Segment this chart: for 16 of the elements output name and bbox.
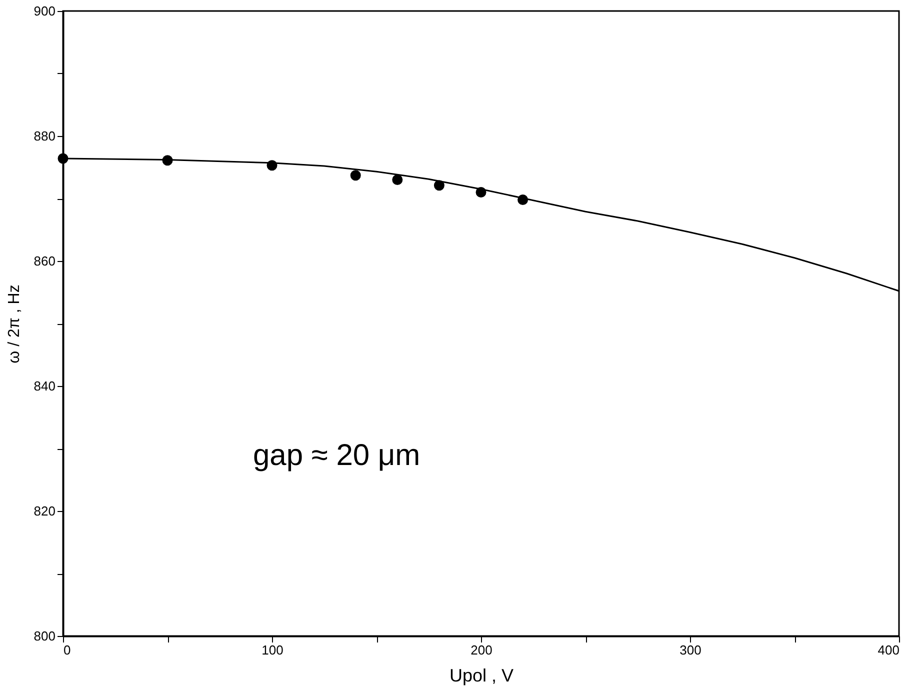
y-axis-title: ω / 2π , Hz [6,284,23,364]
x-tick-label: 200 [470,642,492,658]
x-axis-title: Upol , V [449,666,514,686]
x-tick-label: 100 [262,642,284,658]
point [392,174,403,185]
x-tick-label: 400 [878,642,900,658]
point [350,170,361,181]
x-tick-label: 300 [680,642,702,658]
y-tick-label: 820 [34,504,56,518]
y-tick-label: 880 [34,128,56,144]
y-tick-label: 900 [34,4,56,18]
y-tick-label: 860 [34,254,56,268]
y-tick-label: 800 [34,628,56,644]
x-tick-label: 0 [64,642,71,658]
y-tick-label: 840 [34,378,56,394]
annotation: gap ≈ 20 μm [253,439,420,472]
